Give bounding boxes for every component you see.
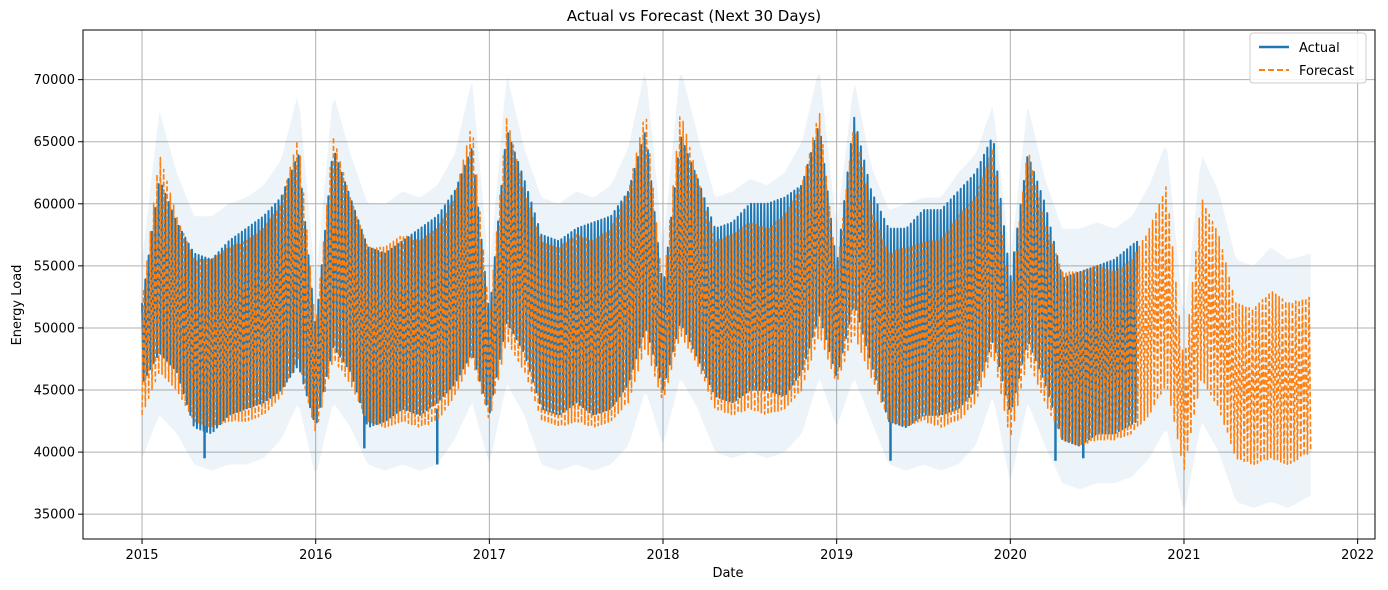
y-tick-label: 45000 xyxy=(34,384,75,399)
x-tick-label: 2022 xyxy=(1341,548,1374,563)
axes-frame xyxy=(82,29,1376,540)
legend: Actual Forecast xyxy=(1249,32,1367,84)
y-axis-label: Energy Load xyxy=(10,265,25,346)
x-axis-label: Date xyxy=(712,566,743,581)
y-tick-label: 55000 xyxy=(34,259,75,274)
y-tick-label: 60000 xyxy=(34,197,75,212)
x-tick-label: 2016 xyxy=(299,548,332,563)
series-forecast-line xyxy=(141,112,1312,471)
legend-label-forecast: Forecast xyxy=(1299,64,1354,79)
y-tick-label: 65000 xyxy=(34,135,75,150)
x-tick-label: 2020 xyxy=(994,548,1027,563)
y-tick-label: 35000 xyxy=(34,508,75,523)
series-forecast xyxy=(141,112,1312,471)
y-tick-label: 50000 xyxy=(34,321,75,336)
y-tick-label: 70000 xyxy=(34,73,75,88)
x-tick-label: 2015 xyxy=(125,548,158,563)
y-axis-ticks: 35000 40000 45000 50000 55000 60000 65000 70000 xyxy=(34,73,83,523)
legend-label-actual: Actual xyxy=(1299,41,1340,56)
x-axis-ticks: 2015 2016 2017 2018 2019 2020 2021 2022 xyxy=(125,539,1374,563)
x-tick-label: 2021 xyxy=(1167,548,1200,563)
chart-title: Actual vs Forecast (Next 30 Days) xyxy=(567,7,821,25)
y-tick-label: 40000 xyxy=(34,446,75,461)
x-tick-label: 2017 xyxy=(473,548,506,563)
x-tick-label: 2018 xyxy=(646,548,679,563)
x-tick-label: 2019 xyxy=(820,548,853,563)
